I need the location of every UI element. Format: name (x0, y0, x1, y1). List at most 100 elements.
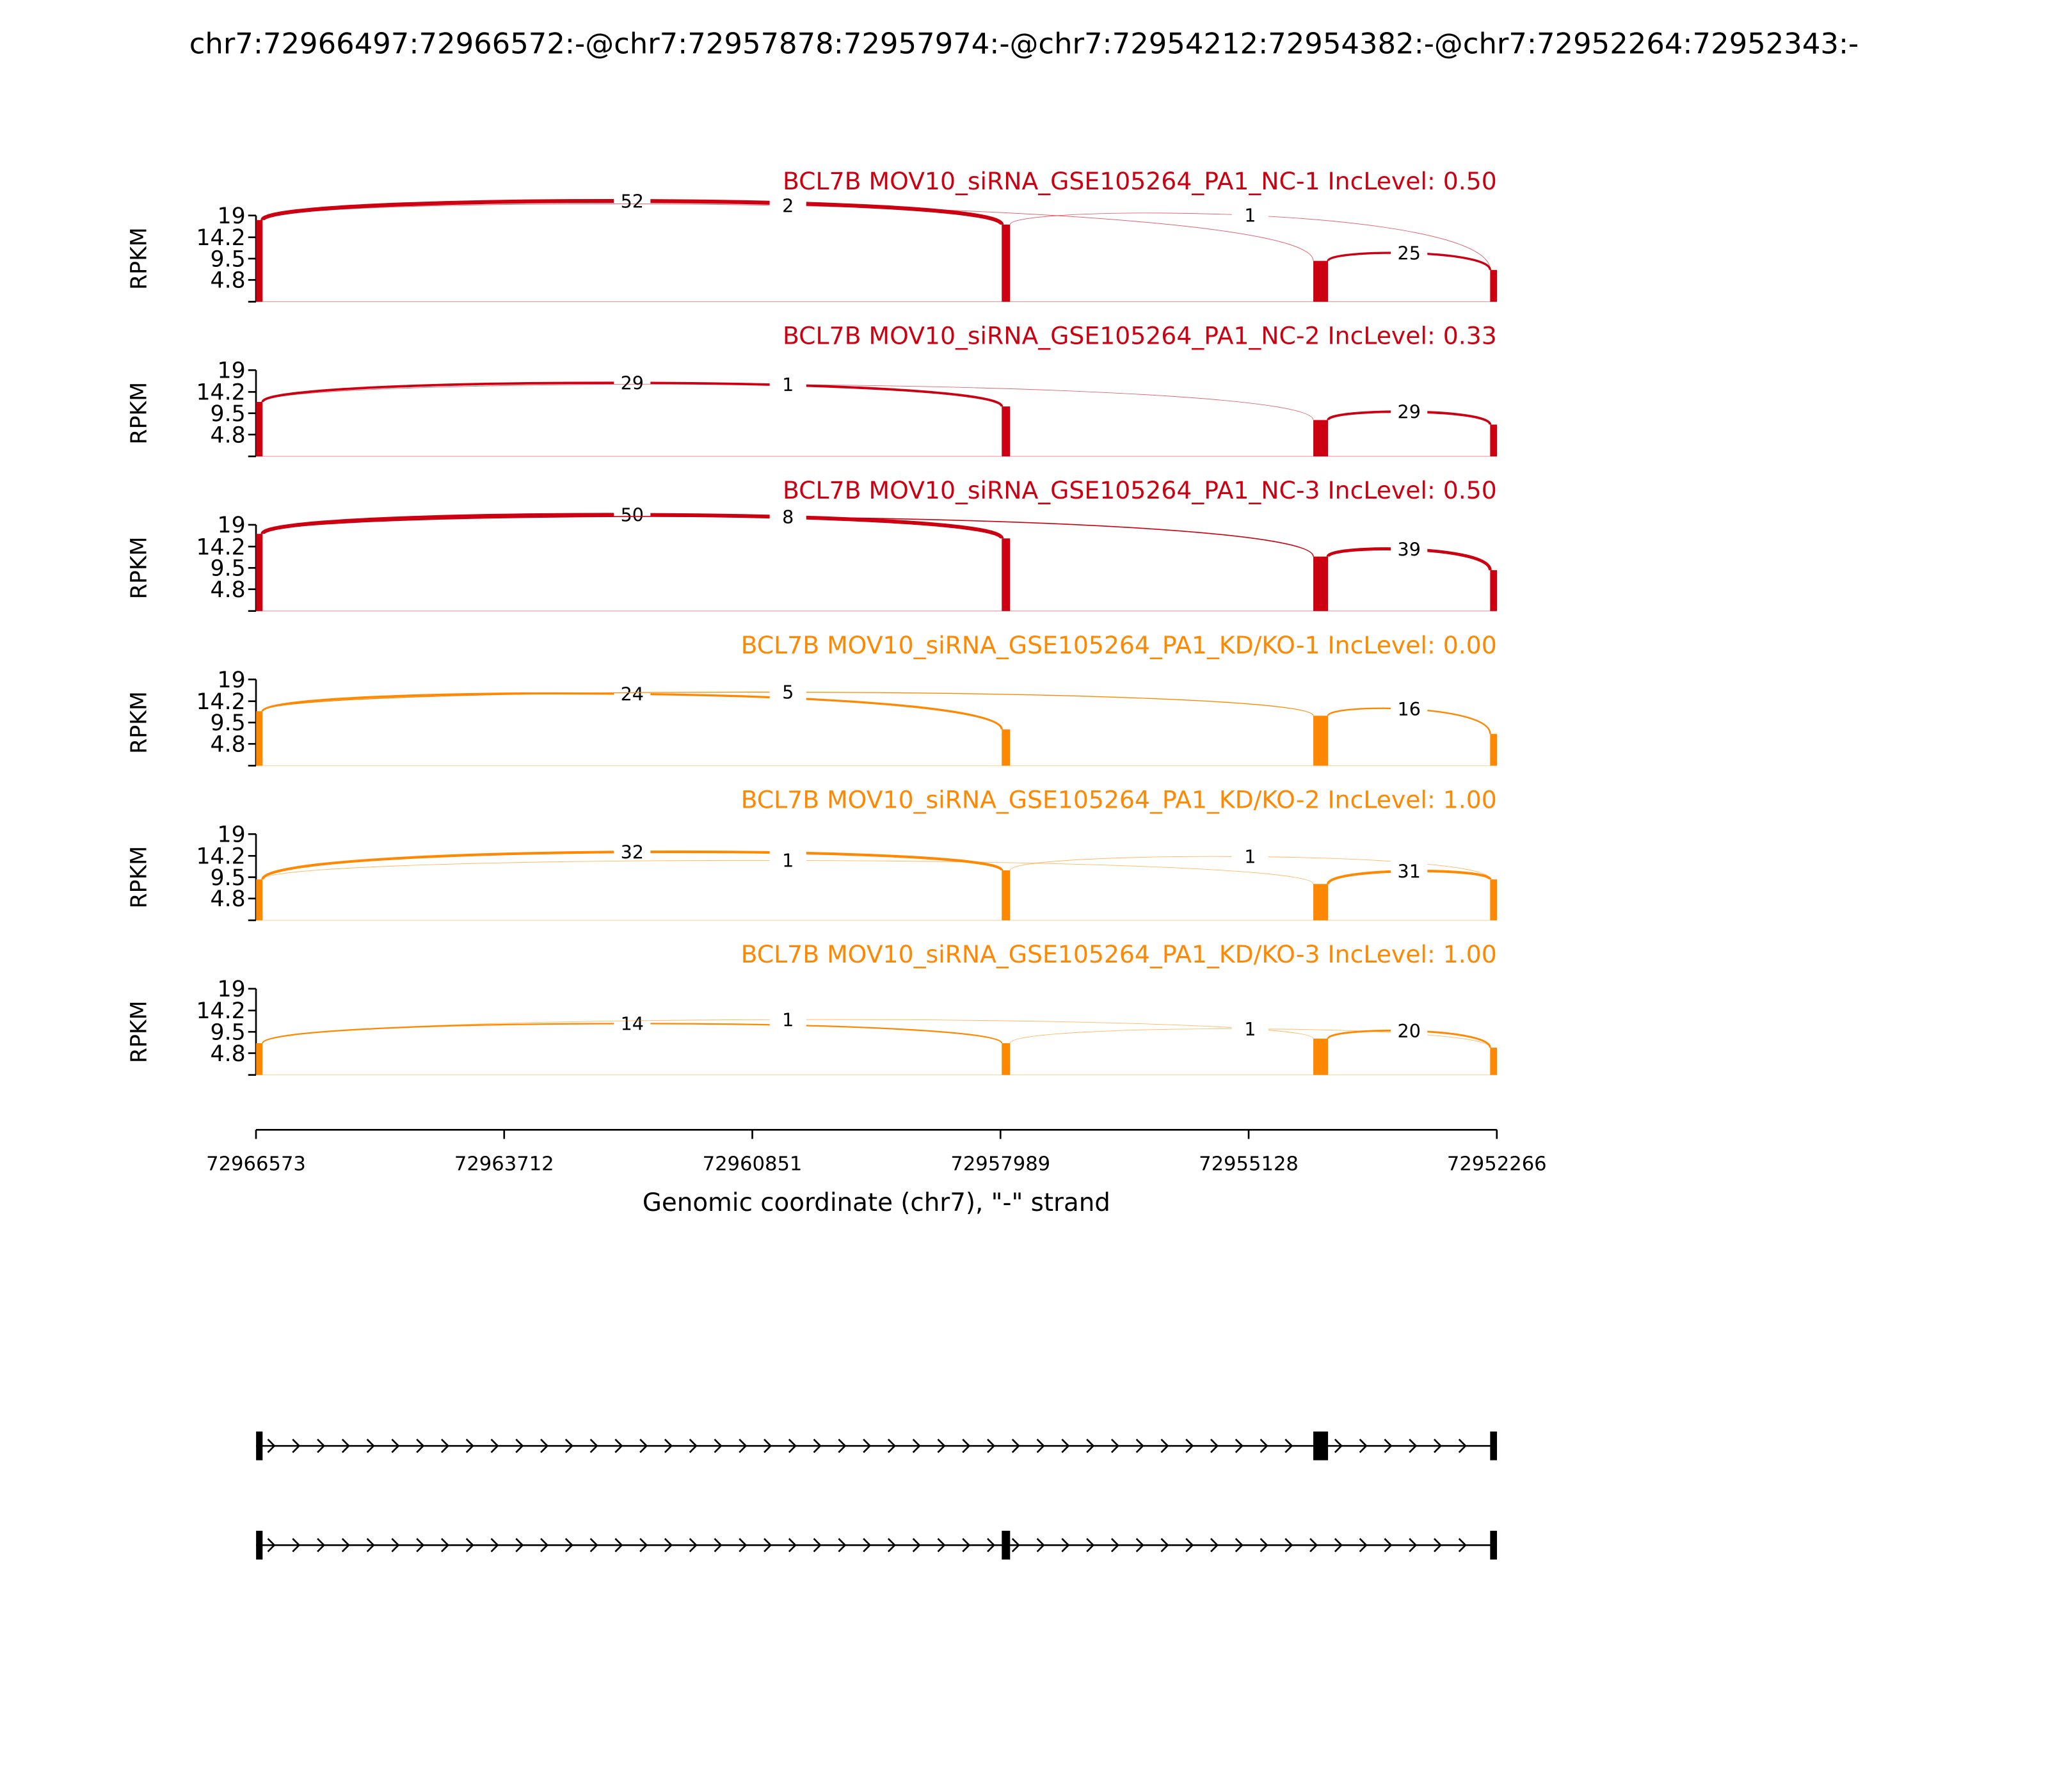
exon-block (1313, 1431, 1329, 1460)
junction-label-bg (1391, 537, 1428, 559)
y-tick-label: 14.2 (196, 844, 245, 870)
junction-label-bg (1391, 241, 1428, 262)
coverage-bar (1313, 716, 1329, 766)
strand-arrow-icon (1309, 1538, 1318, 1553)
strand-arrow-icon (714, 1439, 723, 1453)
coverage-bar (1002, 1043, 1011, 1075)
strand-arrow-icon (1011, 1538, 1020, 1553)
strand-arrow-icon (1235, 1439, 1244, 1453)
strand-arrow-icon (1110, 1439, 1119, 1453)
junction-label-bg (1391, 1019, 1428, 1041)
coverage-bar (1002, 406, 1011, 457)
strand-arrow-icon (1384, 1538, 1393, 1553)
strand-arrow-icon (1160, 1538, 1169, 1553)
coverage-bar (1490, 733, 1498, 766)
strand-arrow-icon (1061, 1439, 1070, 1453)
strand-arrow-icon (962, 1439, 971, 1453)
junction-count-label: 50 (621, 504, 644, 526)
coverage-bar (1313, 1038, 1329, 1075)
strand-arrow-icon (366, 1538, 375, 1553)
junction-count-label: 29 (621, 372, 644, 394)
junction-count-label: 8 (782, 506, 794, 528)
strand-arrow-icon (391, 1439, 400, 1453)
y-tick-label: 14.2 (196, 689, 245, 715)
strand-arrow-icon (887, 1439, 896, 1453)
strand-arrow-icon (1036, 1439, 1045, 1453)
strand-arrow-icon (416, 1439, 425, 1453)
coverage-bar (1490, 424, 1498, 457)
y-tick-label: 9.5 (211, 710, 246, 736)
junction-count-label: 16 (1398, 698, 1421, 720)
strand-arrow-icon (813, 1538, 822, 1553)
x-tick-label: 72952266 (1447, 1153, 1547, 1176)
junction-label-bg (614, 371, 651, 392)
junction-count-label: 20 (1398, 1020, 1421, 1042)
strand-arrow-icon (863, 1439, 872, 1453)
y-tick-label: 14.2 (196, 534, 245, 560)
y-tick-label: 19 (218, 358, 246, 384)
y-tick-label: 14.2 (196, 225, 245, 251)
strand-arrow-icon (689, 1439, 698, 1453)
coverage-bar (256, 711, 263, 766)
y-tick-label: 19 (218, 513, 246, 538)
exon-block (1490, 1530, 1498, 1560)
strand-arrow-icon (714, 1538, 723, 1553)
strand-arrow-icon (366, 1439, 375, 1453)
strand-arrow-icon (863, 1538, 872, 1553)
strand-arrow-icon (1260, 1538, 1268, 1553)
strand-arrow-icon (639, 1439, 648, 1453)
strand-arrow-icon (440, 1439, 450, 1453)
strand-arrow-icon (1334, 1439, 1343, 1453)
y-axis-label: RPKM (127, 691, 152, 754)
strand-arrow-icon (341, 1439, 350, 1453)
strand-arrow-icon (292, 1439, 301, 1453)
strand-arrow-icon (540, 1439, 549, 1453)
strand-arrow-icon (1086, 1439, 1095, 1453)
y-tick-label: 9.5 (211, 246, 246, 272)
junction-label-bg (769, 372, 806, 394)
transcript-2 (256, 1530, 1498, 1560)
coverage-bar (256, 220, 263, 302)
junction-label-bg (1391, 859, 1428, 881)
strand-arrow-icon (838, 1439, 847, 1453)
strand-arrow-icon (317, 1538, 326, 1553)
transcript-1 (256, 1431, 1498, 1460)
strand-arrow-icon (341, 1538, 350, 1553)
junction-count-label: 1 (782, 374, 794, 396)
junction-count-label: 39 (1398, 539, 1421, 561)
strand-arrow-icon (564, 1538, 573, 1553)
coverage-bar (1313, 260, 1329, 302)
strand-arrow-icon (764, 1439, 772, 1453)
junction-count-label: 29 (1398, 401, 1421, 423)
strand-arrow-icon (614, 1538, 623, 1553)
strand-arrow-icon (391, 1538, 400, 1553)
panel-title: BCL7B MOV10_siRNA_GSE105264_PA1_NC-2 Inc… (783, 322, 1497, 350)
strand-arrow-icon (1359, 1538, 1368, 1553)
strand-arrow-icon (614, 1439, 623, 1453)
junction-label-bg (1231, 1017, 1268, 1038)
strand-arrow-icon (1334, 1538, 1343, 1553)
coverage-bar (256, 879, 263, 920)
y-tick-label: 14.2 (196, 998, 245, 1024)
strand-arrow-icon (1210, 1538, 1219, 1553)
strand-arrow-icon (465, 1538, 474, 1553)
junction-label-bg (614, 1011, 651, 1033)
junction-label-bg (769, 849, 806, 870)
coverage-bar (1490, 269, 1498, 302)
strand-arrow-icon (639, 1538, 648, 1553)
y-tick-label: 4.8 (211, 886, 246, 912)
strand-arrow-icon (490, 1439, 499, 1453)
strand-arrow-icon (416, 1538, 425, 1553)
strand-arrow-icon (1434, 1538, 1443, 1553)
y-tick-label: 9.5 (211, 865, 246, 891)
coverage-bar (1313, 556, 1329, 611)
x-axis: 72966573 72963712 72960851 72957989 72955128… (206, 1128, 1547, 1176)
junction-count-label: 5 (782, 682, 794, 703)
coverage-bar (1002, 870, 1011, 920)
panel-title: BCL7B MOV10_siRNA_GSE105264_PA1_NC-3 Inc… (783, 476, 1497, 504)
y-tick-label: 9.5 (211, 556, 246, 582)
y-axis-label: RPKM (127, 227, 152, 290)
